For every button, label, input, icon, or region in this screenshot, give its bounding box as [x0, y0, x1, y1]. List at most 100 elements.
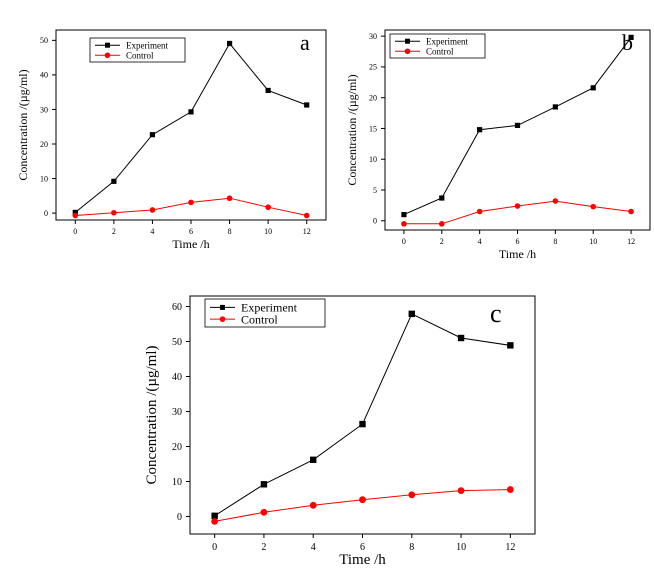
data-point-control	[401, 221, 407, 227]
x-tick-label: 2	[261, 542, 266, 553]
data-point-control	[265, 204, 271, 211]
data-point-experiment	[590, 85, 596, 91]
data-point-control	[552, 198, 559, 204]
y-tick-label: 30	[369, 32, 377, 41]
data-point-experiment	[260, 481, 268, 488]
y-tick-label: 30	[172, 407, 182, 418]
chart-panel-c: 0 2 4 6 8 10 12 0 10 20 30 40 50 60 Time /h Concentrati…	[144, 295, 536, 568]
data-point-control	[476, 208, 483, 215]
data-point-control	[72, 212, 79, 219]
data-point-experiment	[439, 195, 445, 201]
x-tick-label: 2	[440, 237, 444, 246]
y-tick-label: 20	[172, 442, 182, 453]
data-point-control	[438, 221, 445, 227]
chart-panel-b: 0 2 4 6 8 10 12 0 5 10 15 20 25 30 Time /h Concentratio…	[345, 29, 651, 261]
x-axis-title: Time /h	[172, 237, 209, 251]
data-point-control	[457, 487, 465, 494]
data-point-experiment	[72, 209, 78, 215]
x-tick-label: 4	[478, 237, 482, 246]
data-point-experiment	[188, 109, 194, 115]
y-tick-label: 10	[172, 477, 182, 488]
x-tick-label: 0	[73, 227, 77, 236]
panel-letter: b	[622, 30, 633, 55]
panel-letter: a	[300, 30, 310, 55]
y-tick-label: 20	[40, 140, 48, 149]
y-tick-label: 50	[40, 36, 48, 45]
data-point-experiment	[477, 127, 483, 133]
legend-marker-circle	[219, 316, 226, 322]
data-point-control	[628, 208, 634, 215]
legend-label-experiment: Experiment	[426, 36, 468, 46]
y-tick-label: 5	[373, 186, 377, 195]
panel-letter: c	[490, 299, 502, 328]
data-point-control	[111, 209, 117, 216]
x-tick-label: 10	[589, 237, 597, 246]
legend-label-experiment: Experiment	[126, 40, 168, 50]
x-tick-label: 8	[228, 227, 232, 236]
legend-marker-square	[405, 38, 410, 44]
data-point-control	[408, 491, 416, 499]
legend-marker-square	[105, 42, 110, 48]
x-tick-label: 12	[627, 237, 635, 246]
y-axis-title: Concentration /(µg/ml)	[16, 69, 30, 180]
data-point-experiment	[401, 212, 407, 218]
data-point-control	[590, 203, 597, 210]
legend-marker-circle	[104, 52, 111, 59]
y-tick-label: 40	[172, 372, 182, 383]
x-tick-label: 0	[402, 237, 406, 246]
x-tick-label: 8	[409, 542, 414, 553]
y-tick-label: 0	[373, 217, 377, 226]
data-point-control	[359, 496, 366, 504]
legend-label-control: Control	[426, 46, 454, 56]
data-point-control	[188, 199, 194, 206]
data-point-control	[303, 212, 310, 219]
data-point-control	[506, 486, 514, 493]
y-axis-title: Concentration /(µg/ml)	[144, 345, 160, 484]
y-tick-label: 10	[40, 174, 48, 183]
x-tick-label: 10	[264, 227, 272, 236]
y-tick-label: 50	[172, 337, 182, 348]
x-tick-label: 2	[112, 227, 116, 236]
y-tick-label: 10	[369, 155, 377, 164]
y-tick-label: 0	[44, 209, 48, 218]
chart-panel-a: 0 2 4 6 8 10 12 0 10 20 30 40 50 Time /h Concentration…	[16, 29, 327, 251]
x-tick-label: 10	[456, 542, 466, 553]
legend-marker-square	[220, 304, 225, 310]
data-point-control	[309, 501, 317, 509]
y-tick-label: 25	[369, 63, 377, 72]
x-axis-title: Time /h	[499, 247, 536, 261]
legend-label-control: Control	[241, 312, 278, 326]
series-line-experiment	[74, 42, 307, 213]
data-point-control	[149, 207, 156, 213]
legend-box	[89, 37, 186, 63]
data-point-experiment	[507, 342, 514, 349]
x-tick-label: 6	[516, 237, 520, 246]
x-tick-label: 6	[189, 227, 193, 236]
data-point-experiment	[265, 87, 271, 94]
legend-label-control: Control	[126, 50, 154, 60]
legend-label-experiment: Experiment	[241, 301, 298, 315]
series-line-control	[214, 489, 511, 522]
y-tick-label: 30	[40, 105, 48, 114]
plot-frame	[384, 29, 651, 231]
x-tick-label: 6	[360, 542, 365, 553]
x-tick-label: 12	[303, 227, 311, 236]
legend-marker-circle	[404, 48, 411, 55]
x-tick-label: 8	[553, 237, 557, 246]
legend-box	[389, 33, 486, 59]
x-tick-label: 12	[505, 542, 515, 553]
data-point-experiment	[149, 132, 156, 138]
data-point-experiment	[457, 334, 465, 342]
y-tick-label: 0	[177, 512, 182, 523]
y-axis-title: Concentration /(µg/ml)	[345, 74, 359, 185]
data-point-experiment	[514, 122, 521, 128]
y-tick-label: 60	[172, 302, 182, 313]
data-point-control	[211, 518, 219, 525]
y-tick-label: 20	[369, 93, 377, 102]
data-point-experiment	[408, 310, 415, 318]
x-axis-title: Time /h	[339, 552, 386, 568]
